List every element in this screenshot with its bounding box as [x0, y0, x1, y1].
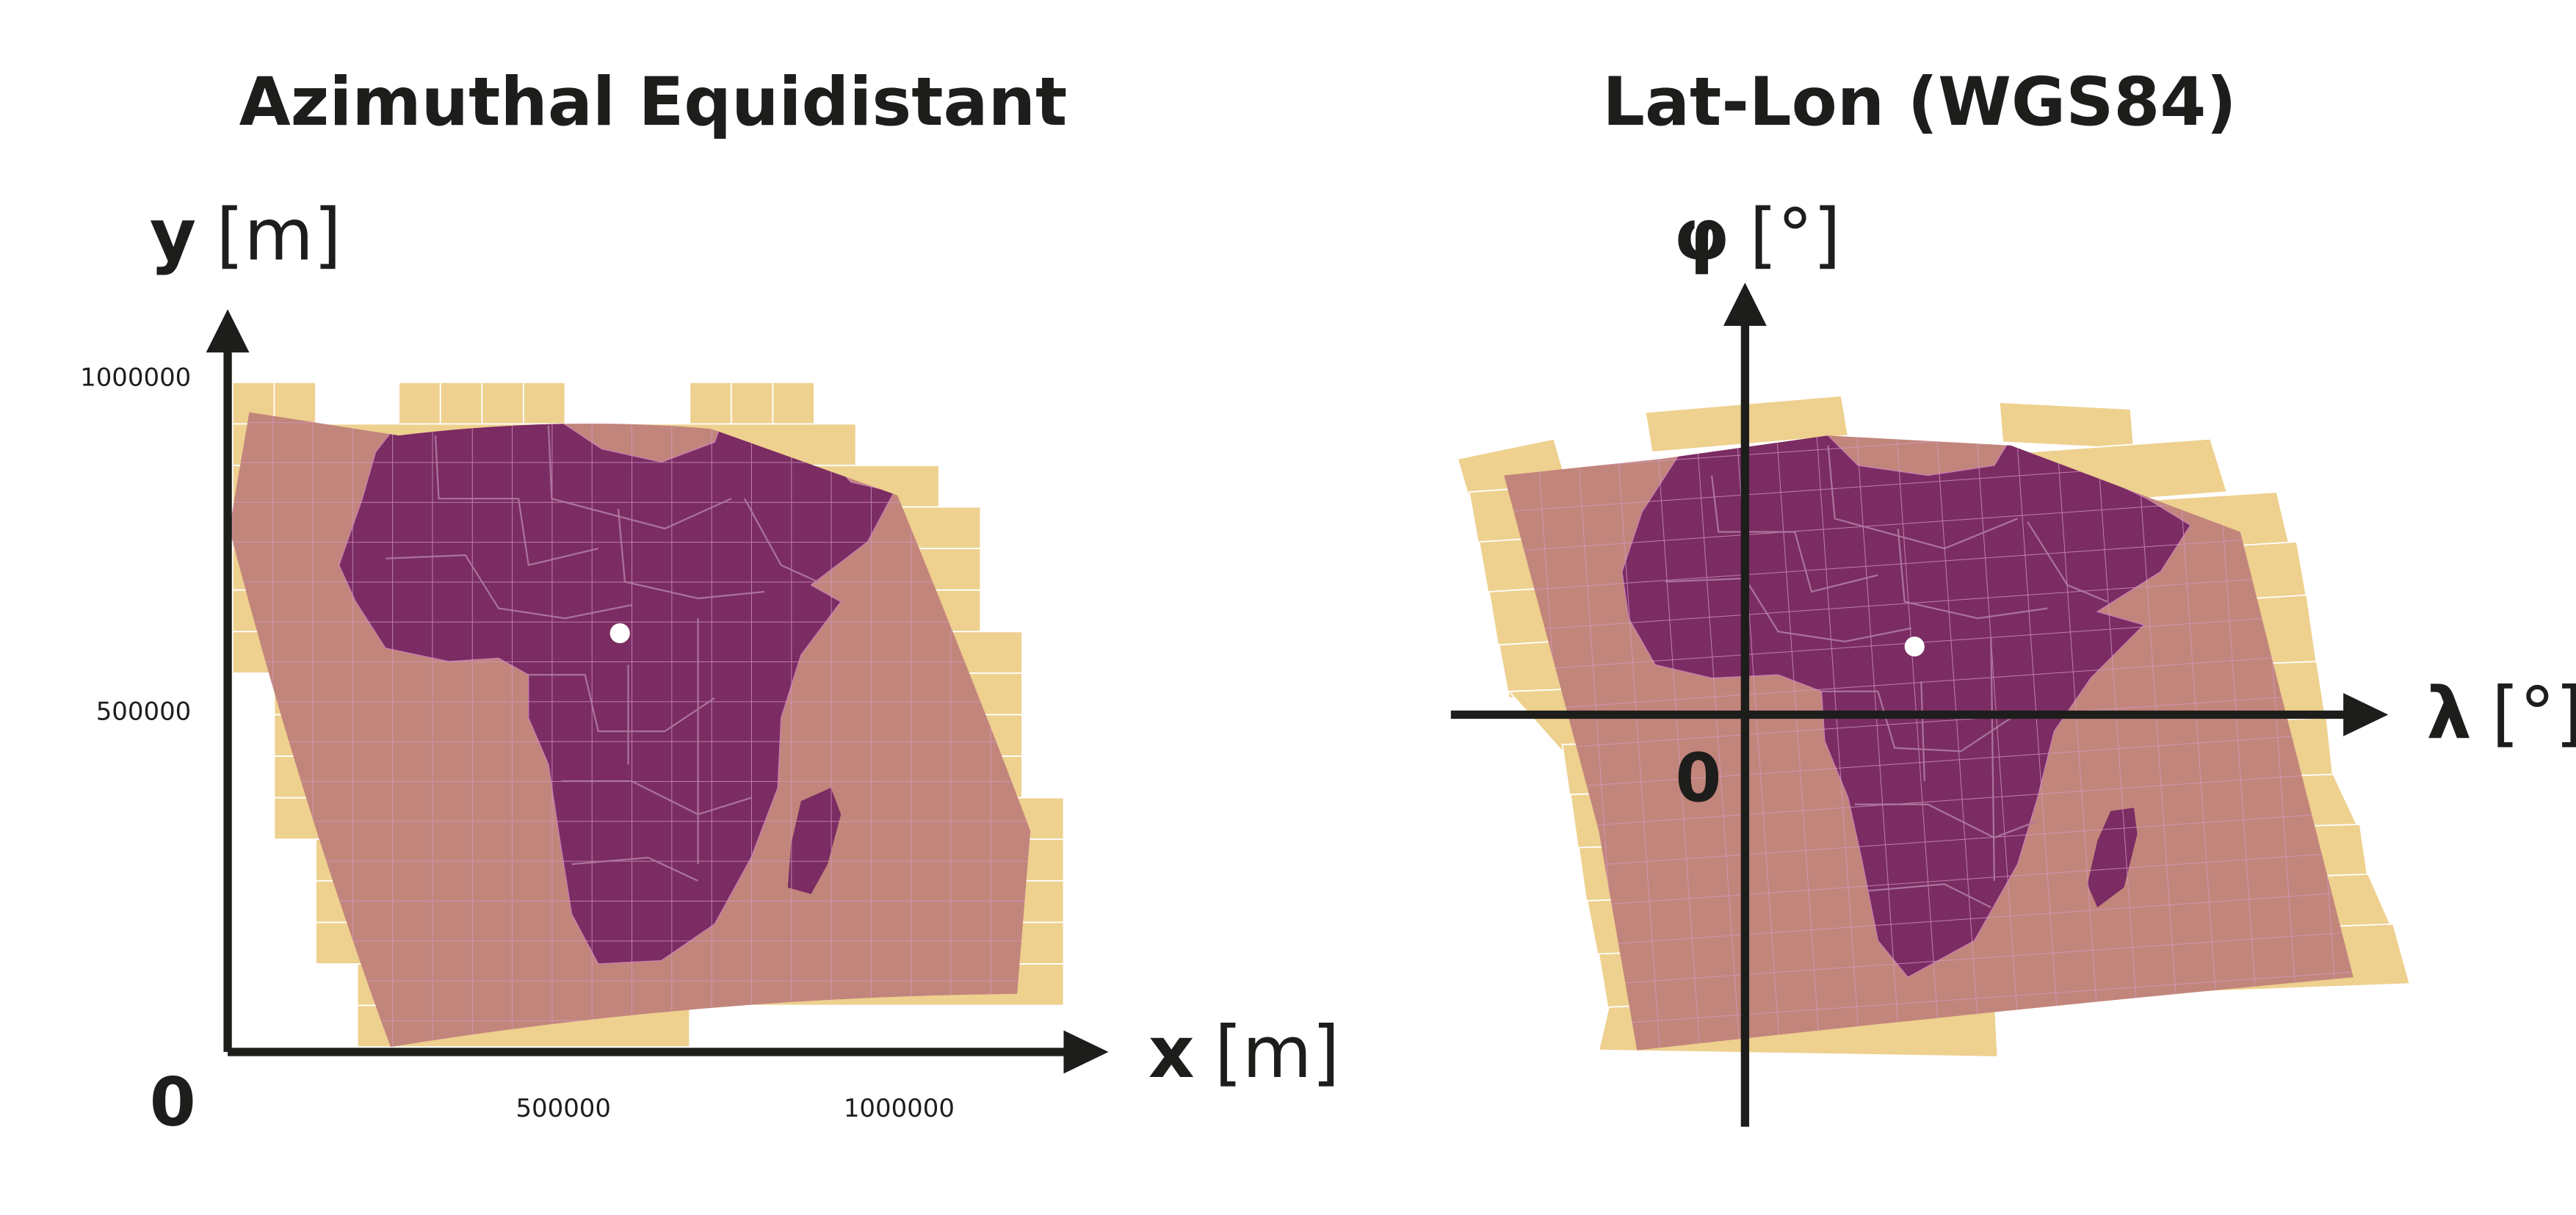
- center-point-marker: [609, 623, 630, 644]
- x-axis: [228, 1030, 1109, 1074]
- origin-label: 0: [150, 1064, 196, 1141]
- x-axis-unit: [m]: [1215, 1011, 1340, 1094]
- phi-axis: [1723, 283, 1767, 1127]
- africa-landmass: [232, 412, 1031, 1048]
- lambda-axis-symbol: λ: [2426, 672, 2472, 755]
- center-point-marker: [1904, 636, 1925, 657]
- panel-lat-lon-wgs84: Lat-Lon (WGS84): [1450, 64, 2576, 1127]
- y-tick-label: 500000: [96, 697, 192, 726]
- x-tick-label: 1000000: [844, 1094, 955, 1123]
- lambda-axis-unit: [°]: [2492, 672, 2576, 755]
- panel-azimuthal-equidistant: Azimuthal Equidistant: [80, 64, 1339, 1141]
- phi-axis-label: φ [°]: [1674, 193, 1841, 276]
- phi-axis-symbol: φ: [1674, 193, 1729, 276]
- y-axis-unit: [m]: [216, 193, 341, 276]
- lambda-axis-label: λ [°]: [2426, 672, 2576, 755]
- y-tick-label: 1000000: [80, 363, 191, 392]
- lambda-axis: [1450, 693, 2389, 736]
- x-tick-label: 500000: [515, 1094, 611, 1123]
- x-axis-symbol: x: [1148, 1011, 1195, 1094]
- panel-title: Lat-Lon (WGS84): [1602, 64, 2236, 141]
- origin-label: 0: [1675, 740, 1721, 817]
- panel-title: Azimuthal Equidistant: [239, 64, 1068, 141]
- y-axis: [206, 309, 250, 1052]
- phi-axis-unit: [°]: [1749, 193, 1841, 276]
- y-axis-label: y [m]: [150, 193, 341, 276]
- africa-landmass: [1504, 435, 2354, 1051]
- y-axis-symbol: y: [150, 193, 196, 276]
- x-axis-label: x [m]: [1148, 1011, 1340, 1094]
